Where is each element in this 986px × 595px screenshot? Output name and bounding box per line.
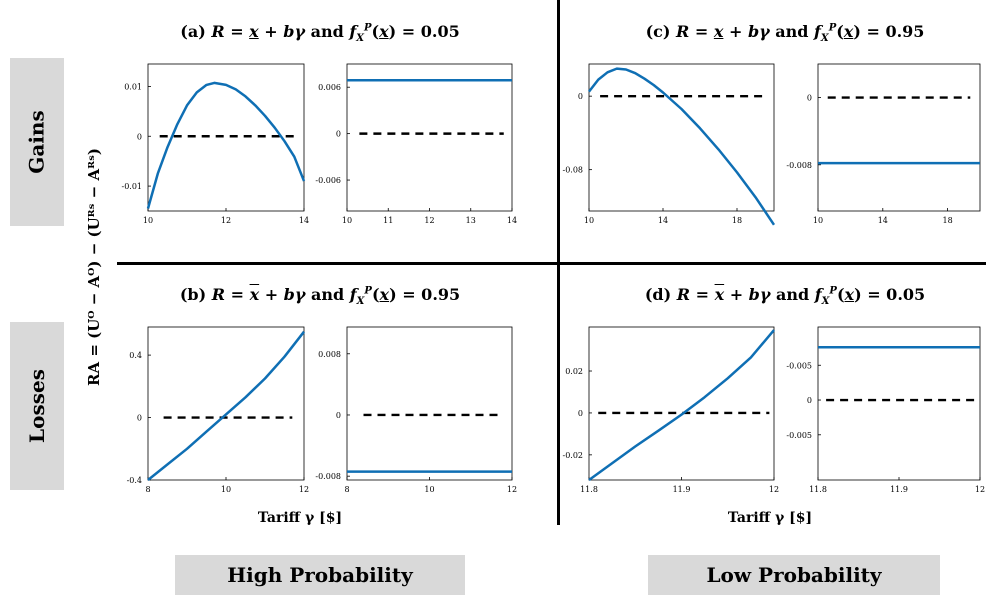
panel-c-sub1-ytick-label: -0.08 <box>562 166 583 175</box>
panel-c-sub2-ytick-label: -0.008 <box>786 161 812 170</box>
panel-b-sub2-axes-box <box>346 326 513 481</box>
horizontal-divider <box>117 262 986 265</box>
panel-b-sub2-ytick-label: 0.008 <box>318 350 341 359</box>
panel-d-sub1-ytick-label: -0.02 <box>562 451 583 460</box>
low-probability-label: Low Probability <box>648 555 940 595</box>
panel-b-sub2-xtick-label: 12 <box>507 485 517 494</box>
panel-a-sub1-xtick-label: 12 <box>221 216 231 225</box>
panel-d-sub1-ytick-label: 0 <box>578 409 583 418</box>
panel-a-sub1-ytick-label: -0.01 <box>121 182 142 191</box>
panel-a-sub2-ytick-label: 0.006 <box>318 83 341 92</box>
high-probability-label: High Probability <box>175 555 465 595</box>
panel-b-sub1-series-curve <box>147 330 305 481</box>
vertical-divider <box>557 0 560 525</box>
gains-label-box: Gains <box>10 58 64 226</box>
panel-a-sub1-ytick-label: 0.01 <box>124 82 142 91</box>
panel-a-sub2-ytick-label: 0 <box>336 130 341 139</box>
panel-a-sub2-axes-box <box>346 63 513 212</box>
panel-d-sub2-xtick-label: 11.8 <box>809 485 827 494</box>
losses-label-box: Losses <box>10 322 64 490</box>
panel-c-sub2-xtick-label: 18 <box>943 216 953 225</box>
panel-a-sub1-xtick-label: 10 <box>143 216 153 225</box>
panel-a-sub2-xtick-label: 12 <box>424 216 434 225</box>
panel-b-sub2-xtick-label: 10 <box>424 485 434 494</box>
x-axis-label-left: Tariff γ [$] <box>257 510 343 526</box>
panel-d-sub2-ytick-label: 0 <box>807 396 812 405</box>
panel-a-sub1-xtick-label: 14 <box>299 216 309 225</box>
panel-c-sub1-xtick-label: 10 <box>584 216 594 225</box>
panel-b-sub1-axes-box <box>147 326 305 481</box>
panel-a-sub1-ytick-label: 0 <box>137 132 142 141</box>
panel-b-sub1-xtick-label: 8 <box>145 485 150 494</box>
panel-c-sub1-ytick-label: 0 <box>578 92 583 101</box>
panel-c-title: (c) R = x + bγ and fXP(x) = 0.95 <box>645 22 925 45</box>
panel-a-sub2-xtick-label: 14 <box>507 216 517 225</box>
panel-b-sub1-xtick-label: 10 <box>221 485 231 494</box>
panel-c-sub2-ytick-label: 0 <box>807 94 812 103</box>
panel-c-sub1-series-curve <box>588 67 776 226</box>
panel-d-sub2-ytick-label: -0.005 <box>786 361 812 370</box>
panel-c-sub2-xtick-label: 10 <box>813 216 823 225</box>
panel-a-sub2-xtick-label: 10 <box>342 216 352 225</box>
panel-b-title: (b) R = x + bγ and fXP(x) = 0.95 <box>179 285 461 308</box>
panel-b-sub1-ytick-label: 0 <box>137 414 142 423</box>
panel-d-sub1-series-curve <box>588 329 775 482</box>
panel-d-sub2-ytick-label: -0.005 <box>786 431 812 440</box>
panel-b-sub2-ytick-label: 0 <box>336 411 341 420</box>
panel-c-sub1-axes-box <box>588 63 775 212</box>
panel-a-title: (a) R = x + bγ and fXP(x) = 0.05 <box>180 22 460 45</box>
panel-d-sub2-axes-box <box>817 326 981 481</box>
panel-b-sub2-xtick-label: 8 <box>344 485 349 494</box>
panel-a-sub2-xtick-label: 11 <box>383 216 393 225</box>
x-axis-label-right: Tariff γ [$] <box>727 510 813 526</box>
panel-d-title: (d) R = x + bγ and fXP(x) = 0.05 <box>644 285 926 308</box>
panel-b-sub1-ytick-label: -0.4 <box>127 476 142 485</box>
panel-a-sub2-xtick-label: 13 <box>466 216 476 225</box>
panel-d-sub2-xtick-label: 12 <box>975 485 985 494</box>
panel-d-sub1-ytick-label: 0.02 <box>565 367 583 376</box>
panel-d-sub2-xtick-label: 11.9 <box>890 485 908 494</box>
panel-a-sub1-series-curve <box>146 81 306 209</box>
panel-b-sub1-xtick-label: 12 <box>299 485 309 494</box>
panel-a-sub2-ytick-label: -0.006 <box>315 176 341 185</box>
panel-d-sub1-axes-box <box>588 326 775 481</box>
panel-c-sub1-xtick-label: 18 <box>732 216 742 225</box>
panel-d-sub1-xtick-label: 12 <box>769 485 779 494</box>
panel-b-sub2-ytick-label: -0.008 <box>315 472 341 481</box>
panel-c-sub2-axes-box <box>817 63 981 212</box>
panel-b-sub1-ytick-label: 0.4 <box>129 351 142 360</box>
panel-d-sub1-xtick-label: 11.8 <box>580 485 598 494</box>
panel-c-sub1-xtick-label: 14 <box>658 216 668 225</box>
panel-c-sub2-xtick-label: 14 <box>878 216 888 225</box>
panel-d-sub1-xtick-label: 11.9 <box>673 485 691 494</box>
